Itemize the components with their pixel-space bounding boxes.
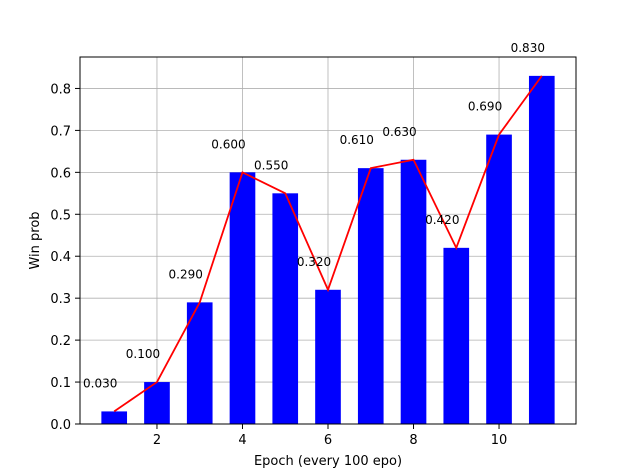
x-tick-label: 2 [153,433,161,448]
data-label: 0.290 [169,267,203,281]
x-tick-label: 4 [238,433,246,448]
data-label: 0.630 [382,125,416,139]
bar [272,193,299,424]
data-label: 0.420 [425,213,459,227]
x-tick-label: 10 [491,433,508,448]
y-tick-label: 0.5 [50,208,71,223]
x-tick-label: 8 [409,433,417,448]
x-axis-label: Epoch (every 100 epo) [254,454,402,469]
bar [443,247,470,424]
bar [357,168,384,424]
line-series [113,75,543,413]
y-tick-label: 0.4 [50,250,71,265]
y-tick-label: 0.0 [50,418,71,433]
y-tick-label: 0.7 [50,124,71,139]
data-label: 0.610 [340,133,374,147]
data-label: 0.100 [126,347,160,361]
ticks: 2 4 6 8 10 0.0 0.1 0.2 0.3 0.4 0.5 0.6 0.7 0.8 [50,82,507,448]
bar [144,382,170,424]
y-tick-label: 0.2 [50,334,71,349]
y-axis-label: Win prob [28,211,43,269]
data-labels: 0.030 0.100 0.290 0.600 0.550 0.320 0.610 0.630… [83,41,545,391]
bar [229,172,256,424]
y-tick-label: 0.3 [50,292,71,307]
bar [528,75,555,425]
data-label: 0.320 [297,255,331,269]
data-label: 0.830 [511,41,545,55]
data-label: 0.600 [211,137,245,151]
bars [101,75,555,425]
data-label: 0.550 [254,158,288,172]
data-label: 0.690 [468,100,502,114]
y-tick-label: 0.6 [50,166,71,181]
y-tick-label: 0.1 [50,376,71,391]
y-tick-label: 0.8 [50,82,71,97]
win-prob-line [113,75,543,413]
bar [315,289,341,424]
bar [101,411,128,424]
bar [486,134,512,424]
bar [186,302,213,424]
x-tick-label: 6 [324,433,332,448]
data-label: 0.030 [83,376,117,390]
bar [400,159,427,424]
